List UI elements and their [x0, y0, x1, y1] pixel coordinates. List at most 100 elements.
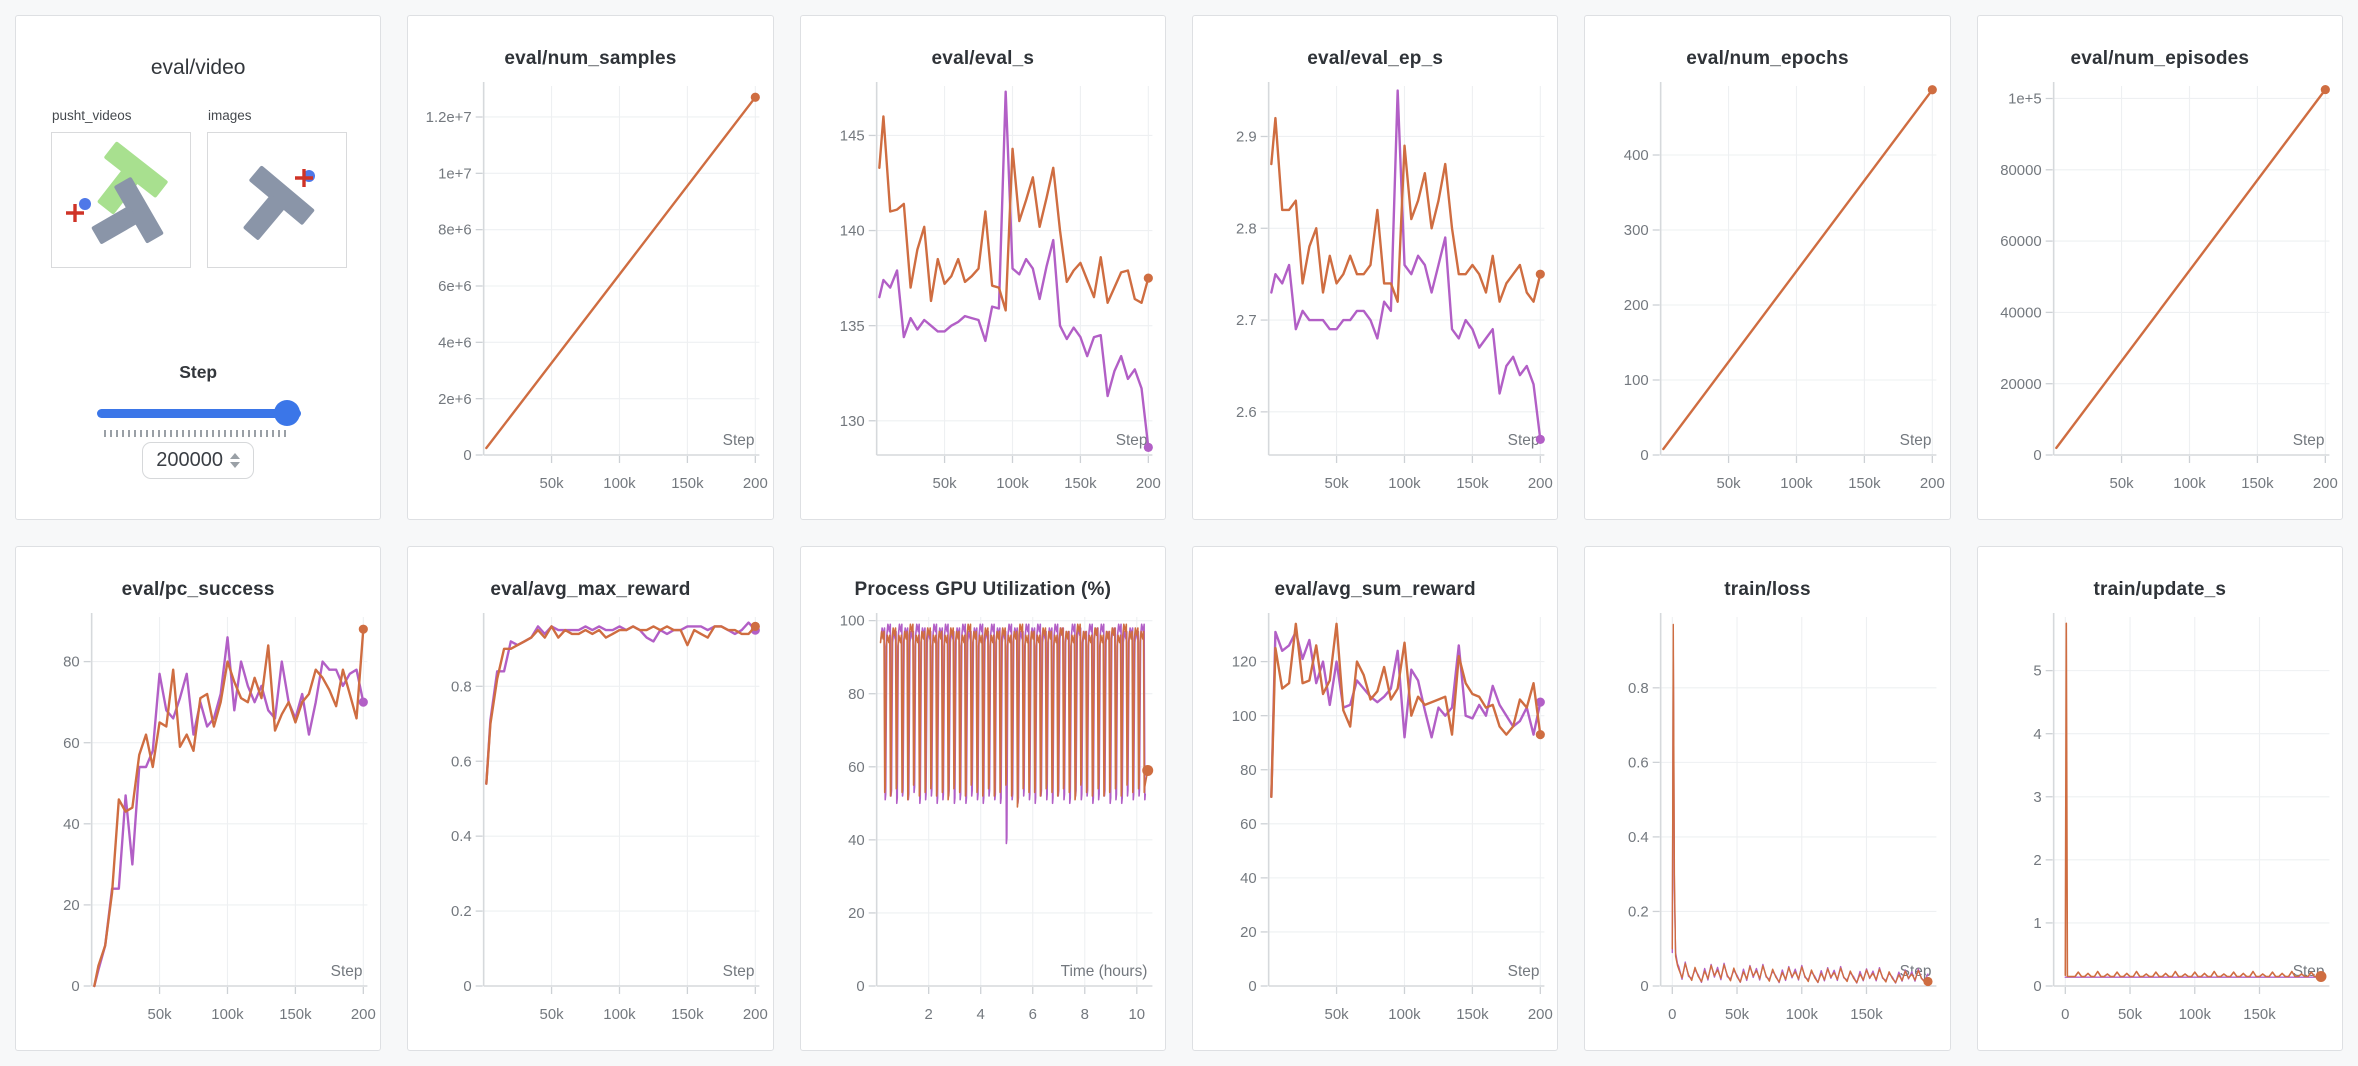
series-end-dot-orange	[1141, 764, 1153, 776]
chart-eval-pc-success[interactable]: 0 20 40 60 80 50k 100k 150k 200 Step	[16, 603, 380, 1050]
svg-text:0: 0	[2061, 1006, 2069, 1023]
series-line-purple	[1270, 89, 1542, 441]
svg-text:60: 60	[848, 759, 865, 776]
svg-text:100k: 100k	[1781, 475, 1814, 492]
gridlines	[876, 617, 1153, 987]
tick-labels: 0 0.2 0.4 0.6 0.8 50k 100k 150k 200 Step	[451, 678, 768, 1023]
step-number-input[interactable]: 200000	[142, 442, 255, 479]
increment-icon[interactable]	[230, 453, 241, 459]
svg-text:0: 0	[71, 978, 79, 995]
step-slider[interactable]	[97, 400, 301, 426]
series-line-purple	[93, 636, 365, 988]
svg-text:80000: 80000	[2000, 162, 2041, 179]
plot-area	[2064, 622, 2327, 983]
chart-eval-avg-sum-reward[interactable]: 0 20 40 60 80 100 120 50k 100k 150k 200 Step	[1193, 603, 1557, 1050]
svg-text:60: 60	[1240, 816, 1257, 833]
series-end-dot-orange	[2315, 971, 2327, 983]
target-cross	[66, 204, 84, 222]
series-end-dot-orange	[2320, 84, 2330, 95]
svg-text:50k: 50k	[932, 475, 957, 492]
chart-train-update-s[interactable]: 0 1 2 3 4 5 0 50k 100k 150k Step	[1978, 603, 2342, 1050]
chart-eval-avg-max-reward[interactable]: 0 0.2 0.4 0.6 0.8 50k 100k 150k 200 Step	[408, 603, 772, 1050]
chart-svg: 0 20 40 60 80 100 2 4 6 8 10 Time (hours)	[839, 613, 1153, 1023]
series-line-purple	[1270, 630, 1542, 799]
svg-text:5: 5	[2033, 663, 2041, 680]
tick-labels: 0 20 40 60 80 100 120 50k 100k 150k 200 Step	[1232, 654, 1553, 1023]
chart-eval-eval-ep-s[interactable]: 2.6 2.7 2.8 2.9 50k 100k 150k 200 Step	[1193, 72, 1557, 519]
panel-train-update-s: train/update_s 0 1 2 3 4 5 0 50k 100k 150k Step	[1976, 546, 2343, 1051]
svg-text:200: 200	[1624, 297, 1649, 314]
target-cross	[295, 169, 313, 187]
svg-text:100k: 100k	[1388, 1006, 1421, 1023]
svg-text:50k: 50k	[2109, 475, 2134, 492]
svg-text:2.9: 2.9	[1236, 129, 1257, 146]
series-end-dot-purple	[1535, 697, 1545, 707]
tick-labels: 0 20000 40000 60000 80000 1e+5 50k 100k 150k 200 S…	[2000, 91, 2338, 492]
svg-text:50k: 50k	[1717, 475, 1742, 492]
panel-title: eval/video	[150, 56, 246, 79]
svg-text:100k: 100k	[604, 475, 637, 492]
svg-text:200: 200	[1528, 1006, 1553, 1023]
svg-text:100: 100	[1232, 708, 1257, 725]
pusht-video-thumbnail[interactable]	[51, 132, 191, 268]
chart-gpu-utilization[interactable]: 0 20 40 60 80 100 2 4 6 8 10 Time (hours)	[801, 603, 1165, 1050]
chart-title: eval/eval_ep_s	[1307, 48, 1444, 69]
svg-text:8e+6: 8e+6	[438, 222, 472, 239]
chart-title: Process GPU Utilization (%)	[854, 579, 1112, 600]
axes	[476, 613, 760, 994]
svg-text:100: 100	[839, 613, 864, 630]
chart-eval-num-episodes[interactable]: 0 20000 40000 60000 80000 1e+5 50k 100k 150k 200 S…	[1978, 72, 2342, 519]
svg-text:0: 0	[464, 978, 472, 995]
svg-text:2.6: 2.6	[1236, 404, 1257, 421]
series-line-orange	[1270, 622, 1542, 799]
svg-text:200: 200	[1920, 475, 1945, 492]
svg-text:80: 80	[1240, 762, 1257, 779]
series-line-orange	[2054, 88, 2327, 450]
series-end-dot-orange	[358, 624, 368, 634]
chart-title: train/update_s	[2093, 579, 2227, 600]
axes	[476, 82, 760, 463]
step-value[interactable]: 200000	[156, 449, 224, 471]
x-axis-label: Step	[331, 963, 363, 980]
chart-eval-eval-s[interactable]: 130 135 140 145 50k 100k 150k 200 Step	[801, 72, 1165, 519]
chart-svg: 0 20 40 60 80 100 120 50k 100k 150k 200 Step	[1232, 613, 1553, 1023]
svg-text:0.6: 0.6	[1628, 754, 1649, 771]
plot-area	[485, 92, 761, 450]
images-thumbnail[interactable]	[207, 132, 347, 268]
gridlines	[1268, 86, 1545, 455]
svg-text:100k: 100k	[2173, 475, 2206, 492]
stepper-arrows[interactable]	[230, 453, 241, 468]
svg-text:100k: 100k	[211, 1006, 244, 1023]
series-end-dot-orange	[751, 92, 761, 102]
tick-labels: 0 100 200 300 400 50k 100k 150k 200 Step	[1624, 147, 1945, 492]
tick-labels: 2.6 2.7 2.8 2.9 50k 100k 150k 200 Step	[1236, 129, 1553, 492]
svg-text:200: 200	[351, 1006, 376, 1023]
plot-area	[1270, 622, 1545, 799]
svg-text:4e+6: 4e+6	[438, 334, 472, 351]
svg-text:100k: 100k	[2178, 1006, 2211, 1023]
axes	[1653, 613, 1937, 994]
x-axis-label: Step	[2292, 432, 2324, 449]
panel-train-loss: train/loss 0 0.2 0.4 0.6 0.8 0 50k 100k 150k Step	[1584, 546, 1951, 1051]
decrement-icon[interactable]	[230, 462, 241, 468]
svg-text:0: 0	[1248, 978, 1256, 995]
pusht-gray-t-shape	[243, 165, 315, 240]
step-slider-track[interactable]	[97, 409, 301, 418]
chart-train-loss[interactable]: 0 0.2 0.4 0.6 0.8 0 50k 100k 150k Step	[1585, 603, 1949, 1050]
panel-eval-num-epochs: eval/num_epochs 0 100 200 300 400 50k 100k 150k…	[1584, 15, 1951, 520]
svg-text:150k: 150k	[1456, 475, 1489, 492]
svg-text:200: 200	[1136, 475, 1161, 492]
svg-text:2: 2	[2033, 852, 2041, 869]
plot-area	[877, 90, 1153, 452]
series-line-orange	[93, 628, 365, 988]
svg-text:150k: 150k	[1456, 1006, 1489, 1023]
step-slider-thumb[interactable]	[273, 400, 300, 426]
chart-eval-num-epochs[interactable]: 0 100 200 300 400 50k 100k 150k 200 Step	[1585, 72, 1949, 519]
chart-eval-num-samples[interactable]: 0 2e+6 4e+6 6e+6 8e+6 1e+7 1.2e+7 50k 100k 150k 20…	[408, 72, 772, 519]
chart-title: eval/num_samples	[504, 48, 677, 69]
axes	[1260, 82, 1545, 463]
svg-text:100k: 100k	[1786, 1006, 1819, 1023]
svg-text:0: 0	[2033, 978, 2041, 995]
svg-text:0.2: 0.2	[1628, 904, 1649, 921]
